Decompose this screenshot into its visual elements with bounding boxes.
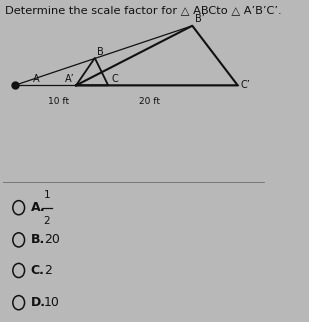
Text: C.: C. (31, 264, 44, 277)
Text: D.: D. (31, 296, 46, 309)
Text: 2: 2 (44, 264, 52, 277)
Text: 10: 10 (44, 296, 60, 309)
Text: 20: 20 (44, 233, 60, 246)
Text: B.: B. (31, 233, 45, 246)
Text: 10 ft: 10 ft (48, 97, 69, 106)
Text: A.: A. (31, 201, 45, 214)
Text: Determine the scale factor for △ ABCto △ A’B’C’.: Determine the scale factor for △ ABCto △… (5, 5, 282, 15)
Text: B’: B’ (196, 14, 205, 24)
Text: C’: C’ (241, 80, 251, 90)
Text: 20 ft: 20 ft (139, 97, 160, 106)
Text: A’: A’ (65, 74, 75, 84)
Text: B: B (97, 47, 104, 57)
Text: 1: 1 (44, 190, 50, 200)
Text: C: C (111, 74, 118, 84)
Text: A: A (33, 74, 39, 84)
Text: 2: 2 (44, 216, 50, 226)
